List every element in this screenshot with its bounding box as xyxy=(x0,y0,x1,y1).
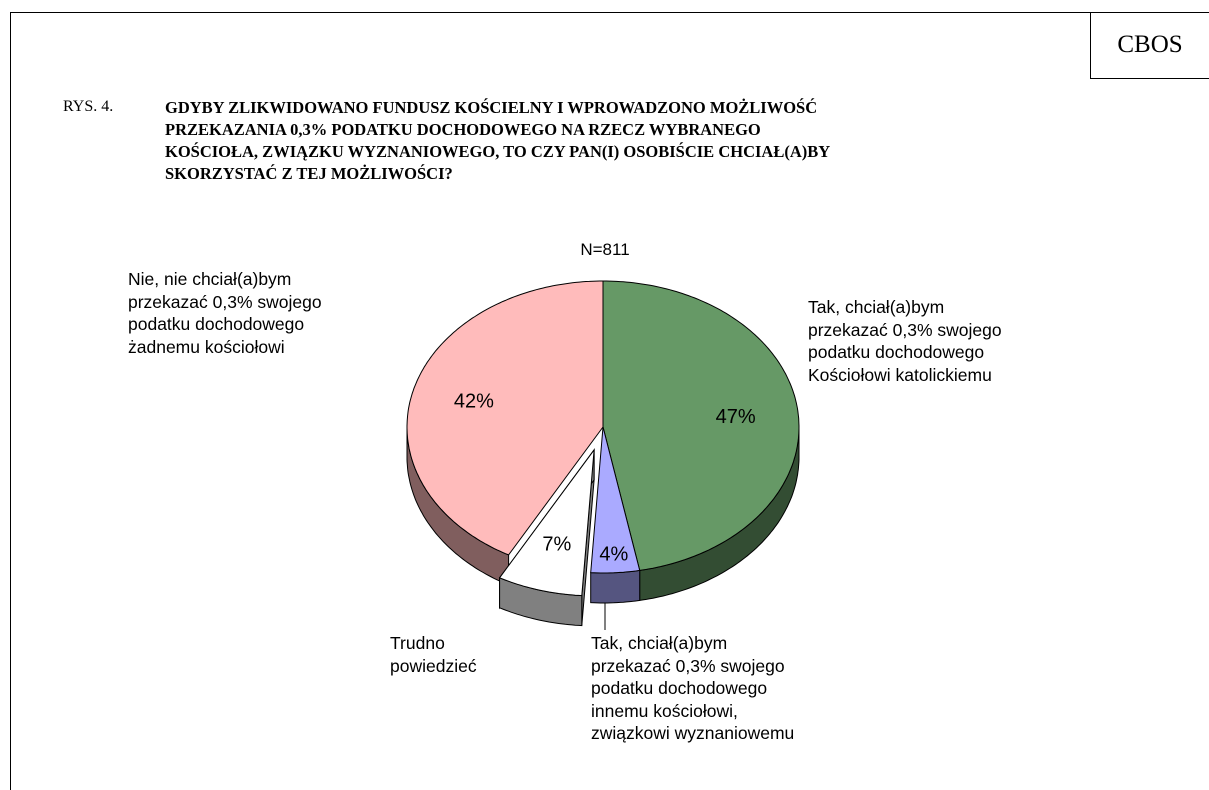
pie-slice xyxy=(406,280,604,556)
chart-title: GDYBY ZLIKWIDOWANO FUNDUSZ KOŚCIELNY I W… xyxy=(165,98,831,183)
pie-slice xyxy=(602,280,800,571)
pie-slice xyxy=(498,448,595,597)
value-label: 7% xyxy=(542,534,571,556)
category-label: Nie, nie chciał(a)bym przekazać 0,3% swo… xyxy=(128,269,322,357)
category-label: Tak, chciał(a)bym przekazać 0,3% swojego… xyxy=(808,297,1002,385)
figure-label: RYS. 4. xyxy=(63,98,114,115)
value-label: 47% xyxy=(716,406,756,428)
category-label: Tak, chciał(a)bym przekazać 0,3% swojego… xyxy=(591,633,795,743)
frame xyxy=(10,12,1209,790)
value-label: 42% xyxy=(454,391,494,413)
chart-subtitle: N=811 xyxy=(580,240,630,259)
value-label: 4% xyxy=(599,544,628,566)
category-label: Trudno powiedzieć xyxy=(390,633,477,676)
pie-side xyxy=(590,569,641,604)
pie-slice xyxy=(590,426,641,574)
source: CBOS xyxy=(1090,12,1209,79)
